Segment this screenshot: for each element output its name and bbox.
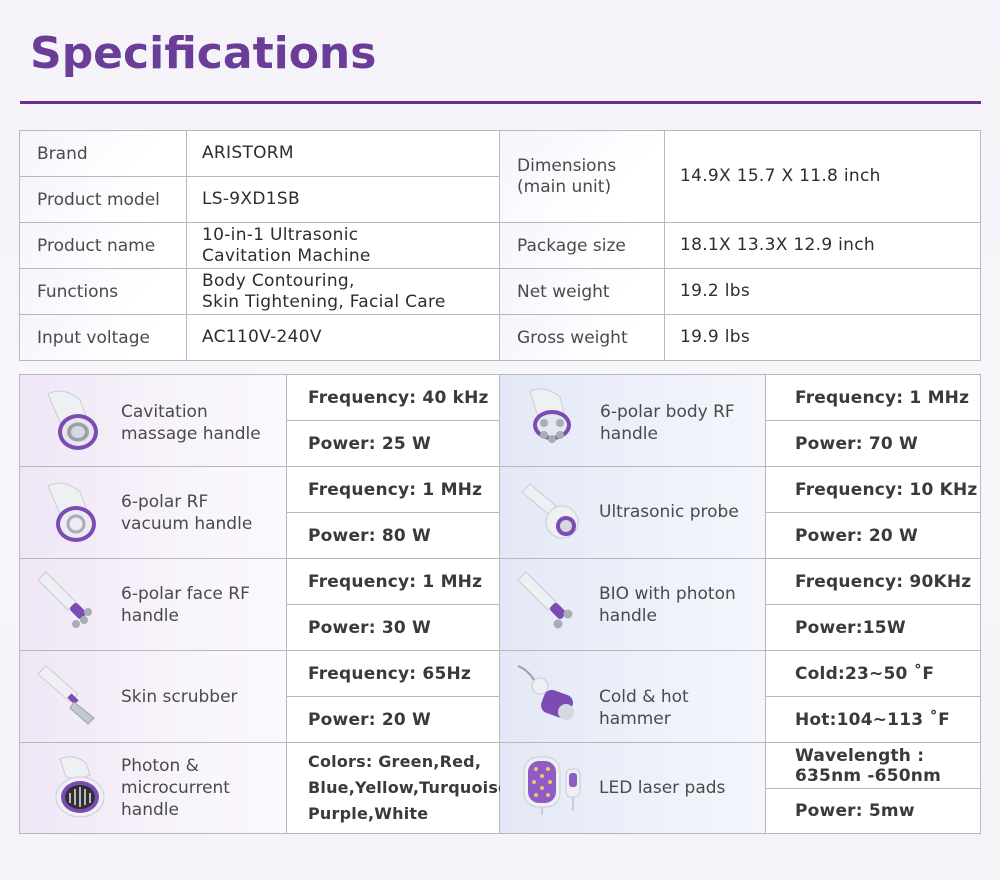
handle-spec-power: Power: 20 W bbox=[766, 513, 980, 559]
handle-name: Skin scrubber bbox=[121, 687, 238, 707]
handle-name: LED laser pads bbox=[599, 778, 726, 798]
handle-spec-frequency: Frequency: 10 KHz bbox=[766, 467, 980, 513]
handle-spec-power: Power:15W bbox=[766, 605, 980, 651]
face-rf-handle-icon bbox=[37, 571, 92, 628]
handle-cold-hot-hammer: Cold & hot hammer bbox=[500, 651, 766, 743]
photon-microcurrent-handle-icon bbox=[55, 756, 105, 818]
handle-spec-power: Power: 5mw bbox=[795, 801, 915, 821]
cavitation-handle-icon bbox=[47, 390, 98, 450]
handle-skin-scrubber: Skin scrubber bbox=[20, 651, 287, 743]
spec-value-input-voltage: AC110V-240V bbox=[187, 315, 500, 360]
handle-spec-cold: Cold:23~50 ˚F bbox=[766, 651, 980, 697]
spec-value-package-size: 18.1X 13.3X 12.9 inch bbox=[665, 223, 980, 269]
spec-label-model: Product model bbox=[20, 177, 187, 223]
handle-name: 6-polar face RF handle bbox=[121, 584, 250, 626]
handle-spec-frequency: Frequency: 1 MHz bbox=[766, 375, 980, 421]
spec-label-dimensions: Dimensions (main unit) bbox=[500, 131, 665, 223]
page-title: Specifications bbox=[30, 28, 377, 79]
handle-body-rf: 6-polar body RF handle bbox=[500, 375, 766, 467]
spec-value-functions: Body Contouring, Skin Tightening, Facial… bbox=[187, 269, 500, 315]
handle-spec-table: Cavitation massage handle Frequency: 40 … bbox=[19, 374, 981, 834]
handle-rf-vacuum: 6-polar RF vacuum handle bbox=[20, 467, 287, 559]
handle-spec-frequency: Frequency: 1 MHz bbox=[287, 559, 500, 605]
handle-name: Cold & hot hammer bbox=[599, 687, 689, 729]
handle-photon-microcurrent: Photon & microcurrent handle bbox=[20, 743, 287, 833]
handle-spec-power: Power: 25 W bbox=[287, 421, 500, 467]
handle-spec-frequency: Frequency: 1 MHz bbox=[287, 467, 500, 513]
spec-label-input-voltage: Input voltage bbox=[20, 315, 187, 360]
ultrasonic-probe-icon bbox=[521, 483, 579, 539]
handle-led-laser-pads: LED laser pads bbox=[500, 743, 766, 833]
handle-name: Ultrasonic probe bbox=[599, 502, 739, 522]
handle-name: Photon & microcurrent handle bbox=[121, 756, 230, 820]
skin-scrubber-icon bbox=[37, 665, 95, 725]
handle-spec-frequency: Frequency: 90KHz bbox=[766, 559, 980, 605]
spec-value-dimensions: 14.9X 15.7 X 11.8 inch bbox=[665, 131, 980, 223]
handle-spec-hot: Hot:104~113 ˚F bbox=[766, 697, 980, 743]
handle-spec-power: Power: 30 W bbox=[287, 605, 500, 651]
handle-cavitation: Cavitation massage handle bbox=[20, 375, 287, 467]
handle-spec-power: Power: 70 W bbox=[766, 421, 980, 467]
handle-spec-frequency: Frequency: 40 kHz bbox=[287, 375, 500, 421]
spec-label-net-weight: Net weight bbox=[500, 269, 665, 315]
spec-value-model: LS-9XD1SB bbox=[187, 177, 500, 223]
body-rf-handle-icon bbox=[529, 388, 571, 443]
handle-face-rf: 6-polar face RF handle bbox=[20, 559, 287, 651]
spec-value-brand: ARISTORM bbox=[187, 131, 500, 177]
handle-bio-photon: BIO with photon handle bbox=[500, 559, 766, 651]
spec-label-brand: Brand bbox=[20, 131, 187, 177]
spec-label-product-name: Product name bbox=[20, 223, 187, 269]
spec-value-net-weight: 19.2 lbs bbox=[665, 269, 980, 315]
bio-photon-handle-icon bbox=[517, 571, 573, 629]
handle-name: 6-polar body RF handle bbox=[600, 402, 735, 444]
rf-vacuum-handle-icon bbox=[47, 482, 96, 542]
handle-spec-colors: Colors: Green,Red, Blue,Yellow,Turquoise… bbox=[287, 743, 515, 833]
handle-name: BIO with photon handle bbox=[599, 584, 736, 626]
spec-label-functions: Functions bbox=[20, 269, 187, 315]
spec-label-package-size: Package size bbox=[500, 223, 665, 269]
handle-spec-power: Power: 20 W bbox=[287, 697, 500, 743]
basic-spec-table: Brand ARISTORM Product model LS-9XD1SB P… bbox=[19, 130, 981, 361]
led-laser-pads-icon bbox=[523, 756, 581, 815]
handle-name: 6-polar RF vacuum handle bbox=[121, 492, 253, 534]
handle-name: Cavitation massage handle bbox=[121, 402, 261, 444]
handle-spec-frequency: Frequency: 65Hz bbox=[287, 651, 500, 697]
cold-hot-hammer-icon bbox=[517, 665, 574, 720]
title-divider bbox=[20, 101, 981, 104]
handle-spec-power: Power: 80 W bbox=[287, 513, 500, 559]
handle-ultrasonic-probe: Ultrasonic probe bbox=[500, 467, 766, 559]
spec-label-gross-weight: Gross weight bbox=[500, 315, 665, 360]
spec-value-gross-weight: 19.9 lbs bbox=[680, 327, 751, 347]
spec-value-product-name: 10-in-1 Ultrasonic Cavitation Machine bbox=[187, 223, 500, 269]
handle-spec-wavelength: Wavelength : 635nm -650nm bbox=[766, 743, 980, 789]
